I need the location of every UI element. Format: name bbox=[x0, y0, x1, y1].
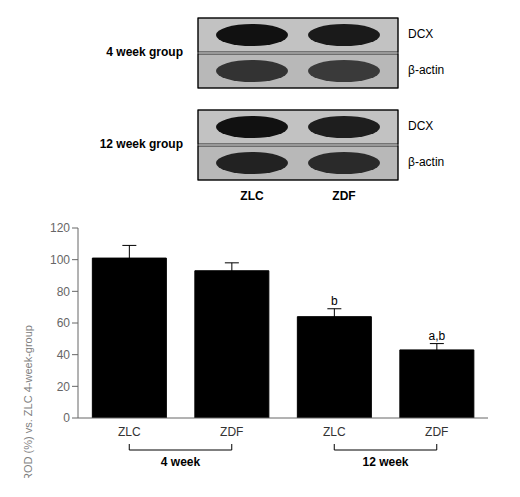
svg-text:20: 20 bbox=[57, 380, 71, 394]
svg-text:4 week group: 4 week group bbox=[106, 45, 183, 59]
svg-text:ZDF: ZDF bbox=[220, 425, 243, 439]
svg-text:4 week: 4 week bbox=[161, 455, 201, 469]
svg-text:β-actin: β-actin bbox=[408, 63, 444, 77]
svg-text:40: 40 bbox=[57, 348, 71, 362]
svg-text:ROD (%) vs. ZLC 4-week-group: ROD (%) vs. ZLC 4-week-group bbox=[22, 325, 34, 478]
svg-text:120: 120 bbox=[50, 221, 70, 235]
svg-text:ZDF: ZDF bbox=[425, 425, 448, 439]
svg-text:100: 100 bbox=[50, 253, 70, 267]
svg-text:ZLC: ZLC bbox=[240, 189, 264, 203]
svg-text:a,b: a,b bbox=[429, 329, 446, 343]
svg-text:80: 80 bbox=[57, 285, 71, 299]
svg-text:DCX: DCX bbox=[408, 119, 433, 133]
svg-text:ZLC: ZLC bbox=[118, 425, 141, 439]
svg-text:12 week: 12 week bbox=[362, 455, 408, 469]
svg-text:ZLC: ZLC bbox=[323, 425, 346, 439]
svg-text:b: b bbox=[331, 294, 338, 308]
svg-text:60: 60 bbox=[57, 316, 71, 330]
svg-text:12 week group: 12 week group bbox=[100, 137, 183, 151]
svg-text:DCX: DCX bbox=[408, 27, 433, 41]
svg-text:0: 0 bbox=[63, 411, 70, 425]
svg-text:β-actin: β-actin bbox=[408, 155, 444, 169]
svg-text:ZDF: ZDF bbox=[332, 189, 355, 203]
